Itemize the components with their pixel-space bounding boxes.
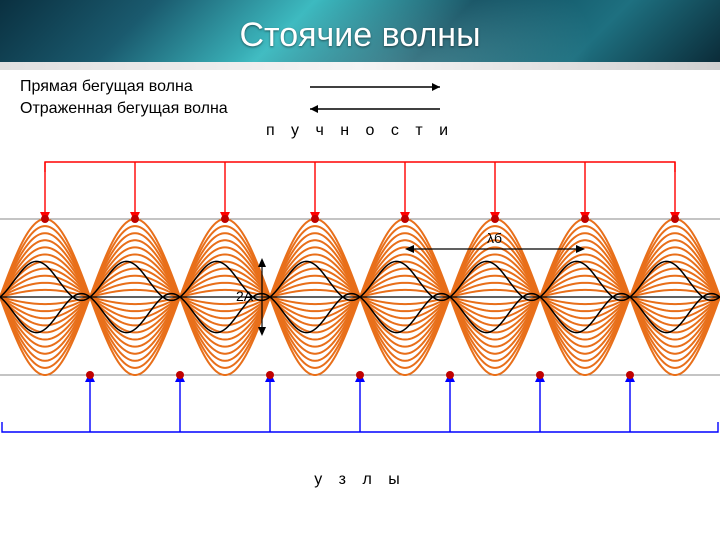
legend-reflected-row: Отраженная бегущая волна xyxy=(20,100,700,118)
page-title: Стоячие волны xyxy=(239,16,480,55)
legend-direct-label: Прямая бегущая волна xyxy=(20,78,300,96)
nodes-label: у з л ы xyxy=(20,471,700,489)
content-area: Прямая бегущая волна Отраженная бегущая … xyxy=(0,70,720,489)
wave-legend: Прямая бегущая волна Отраженная бегущая … xyxy=(20,78,700,118)
header-banner: Стоячие волны xyxy=(0,0,720,70)
diagram-container: λб 2А xyxy=(0,142,720,467)
direct-arrow-icon xyxy=(300,78,460,96)
standing-wave-diagram: λб 2А xyxy=(0,142,720,462)
antinodes-label: п у ч н о с т и xyxy=(20,122,700,140)
legend-direct-row: Прямая бегущая волна xyxy=(20,78,700,96)
svg-text:λб: λб xyxy=(487,230,502,246)
svg-text:2А: 2А xyxy=(236,288,254,304)
reflected-arrow-icon xyxy=(300,100,460,118)
legend-reflected-label: Отраженная бегущая волна xyxy=(20,100,300,118)
